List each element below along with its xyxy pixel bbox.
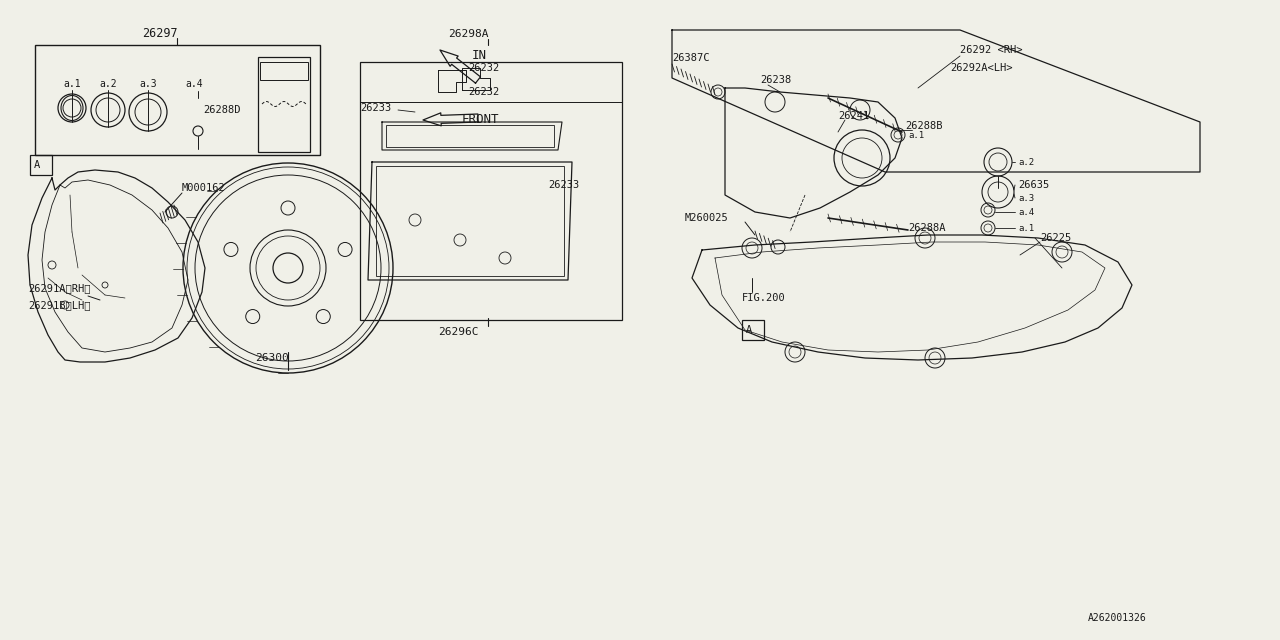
Bar [376,166,564,276]
Text: M260025: M260025 [685,213,728,223]
Bar [260,62,308,80]
Text: A262001326: A262001326 [1088,613,1147,623]
Bar [360,62,622,320]
Text: 26238: 26238 [760,75,791,85]
Bar [35,45,320,155]
Text: 26288A: 26288A [908,223,946,233]
Text: 26297: 26297 [142,26,178,40]
Text: 26233: 26233 [360,103,392,113]
Text: 26298A: 26298A [448,29,489,39]
Text: 26291B〈LH〉: 26291B〈LH〉 [28,300,91,310]
Text: a.4: a.4 [186,79,202,89]
Text: a.1: a.1 [1018,223,1034,232]
Text: 26233: 26233 [548,180,580,190]
Text: a.1: a.1 [908,131,924,140]
Text: 26387C: 26387C [672,53,709,63]
Text: 26296C: 26296C [438,327,479,337]
Text: a.3: a.3 [140,79,156,89]
Text: FRONT: FRONT [462,113,499,125]
Text: 26635: 26635 [1018,180,1050,190]
Text: M000162: M000162 [182,183,225,193]
Text: a.1: a.1 [63,79,81,89]
Text: 26241: 26241 [838,111,869,121]
Text: 26292 <RH>: 26292 <RH> [960,45,1023,55]
Text: a.2: a.2 [1018,157,1034,166]
Text: A: A [745,325,751,335]
Text: 26288B: 26288B [905,121,942,131]
Bar [29,155,52,175]
Bar [387,125,554,147]
Text: 26232: 26232 [468,63,499,73]
Text: 26225: 26225 [1039,233,1071,243]
Text: IN: IN [472,49,486,61]
Text: 26232: 26232 [468,87,499,97]
Text: 26300: 26300 [255,353,289,363]
Text: a.4: a.4 [1018,207,1034,216]
Bar [742,320,764,340]
Text: a.3: a.3 [1018,193,1034,202]
Bar [259,57,310,152]
Text: 26291A〈RH〉: 26291A〈RH〉 [28,283,91,293]
Text: a.2: a.2 [99,79,116,89]
Text: 26292A<LH>: 26292A<LH> [950,63,1012,73]
Text: FIG.200: FIG.200 [742,293,786,303]
Text: 26288D: 26288D [204,105,241,115]
Text: A: A [33,160,40,170]
